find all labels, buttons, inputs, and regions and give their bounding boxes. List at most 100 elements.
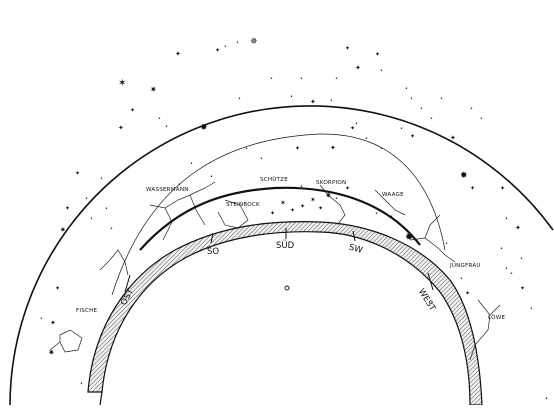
label-fische: FISCHE [76,308,98,314]
svg-text:•: • [165,124,168,130]
star-field: ✶ ✦ ✷ ✦ ✦ • • ✵ ✦ ✦ ✦ • • • • ✹ ✦ • • • … [40,37,548,402]
svg-text:✦: ✦ [330,144,336,152]
svg-text:•: • [110,226,113,232]
ecliptic-line [111,133,446,296]
constellation-lines [49,181,501,361]
svg-text:✦: ✦ [270,210,275,217]
svg-text:•: • [178,182,181,188]
svg-text:•: • [430,116,433,122]
svg-text:•: • [460,276,463,282]
svg-text:✦: ✦ [300,203,305,210]
svg-text:✦: ✦ [470,185,475,192]
svg-text:•: • [300,76,303,82]
svg-text:•: • [375,211,378,217]
direction-so: SO [207,247,219,257]
svg-text:✦: ✦ [450,134,456,142]
svg-text:•: • [500,246,503,252]
svg-text:✷: ✷ [60,226,66,234]
svg-text:✹: ✹ [405,232,413,243]
svg-text:✦: ✦ [350,125,355,132]
svg-text:•: • [505,266,508,272]
svg-text:•: • [290,94,293,100]
svg-text:✦: ✦ [175,50,181,58]
svg-text:•: • [105,206,108,212]
svg-text:✦: ✦ [345,185,350,192]
svg-text:✦: ✦ [310,98,316,106]
svg-text:•: • [410,96,413,102]
svg-text:✷: ✷ [325,191,332,200]
svg-text:✦: ✦ [520,285,525,292]
svg-text:✦: ✦ [375,51,380,58]
svg-text:✦: ✦ [500,185,505,192]
svg-text:•: • [365,136,368,142]
svg-text:•: • [355,121,358,127]
svg-text:✶: ✶ [310,196,316,204]
svg-text:•: • [520,256,523,262]
svg-text:•: • [400,126,403,132]
svg-text:✦: ✦ [515,224,521,232]
svg-text:•: • [440,96,443,102]
svg-text:•: • [245,146,248,152]
svg-text:•: • [210,174,213,180]
celestial-equator-line [139,186,421,251]
svg-text:✦: ✦ [355,64,361,72]
svg-text:•: • [445,241,448,247]
svg-text:•: • [390,214,393,220]
svg-text:•: • [335,196,338,202]
svg-text:•: • [80,381,83,387]
svg-text:•: • [330,98,333,104]
svg-text:•: • [380,146,383,152]
svg-text:✦: ✦ [118,124,124,132]
svg-text:✦: ✦ [55,285,60,292]
svg-text:✦: ✦ [295,145,300,152]
svg-text:•: • [224,44,227,50]
svg-text:•: • [510,271,513,277]
svg-text:✦: ✦ [65,205,70,212]
svg-text:✦: ✦ [345,45,350,52]
label-steinbock: STEINBOCK [226,202,260,208]
svg-text:•: • [270,186,273,192]
label-schuetze: SCHÜTZE [260,176,288,183]
svg-text:✷: ✷ [150,85,157,94]
svg-text:✦: ✦ [215,47,220,54]
svg-text:•: • [545,396,548,402]
svg-text:•: • [405,86,408,92]
svg-text:✶: ✶ [118,78,126,89]
label-jungfrau: JUNGFRAU [449,263,481,269]
zenith-center-marker [284,285,290,291]
direction-ticks [124,228,434,293]
svg-text:•: • [236,40,239,46]
svg-text:✦: ✦ [318,205,323,212]
direction-sued: SÜD [276,240,295,251]
label-waage: WAAGE [382,192,404,198]
svg-text:•: • [90,216,93,222]
svg-text:•: • [530,306,533,312]
svg-text:✦: ✦ [50,319,56,327]
svg-text:•: • [190,161,193,167]
svg-text:•: • [270,76,273,82]
direction-west: WEST [416,287,438,314]
svg-text:•: • [420,106,423,112]
svg-text:✦: ✦ [410,133,415,140]
svg-text:✦: ✦ [290,207,295,214]
svg-text:✦: ✦ [465,290,470,297]
label-wassermann: WASSERMANN [146,187,189,193]
svg-text:✶: ✶ [280,199,286,207]
svg-text:✷: ✷ [48,348,55,357]
svg-text:✹: ✹ [460,171,468,181]
label-loewe: LÖWE [488,314,505,321]
svg-text:✹: ✹ [200,123,208,133]
svg-text:•: • [380,68,383,74]
svg-text:•: • [505,216,508,222]
svg-text:•: • [470,106,473,112]
svg-text:•: • [158,116,161,122]
svg-text:✦: ✦ [75,170,80,177]
svg-text:✵: ✵ [250,37,258,47]
svg-text:•: • [480,116,483,122]
svg-text:•: • [85,196,88,202]
direction-sw: SW [348,243,364,256]
svg-text:•: • [100,176,103,182]
label-skorpion: SKORPION [316,180,346,186]
svg-text:•: • [430,301,433,307]
